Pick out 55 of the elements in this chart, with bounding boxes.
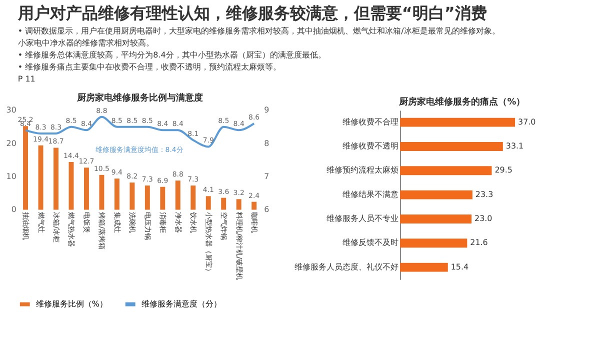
legend-label: 维修服务比例（%） <box>36 299 108 308</box>
y-tick-label: 维修结果不满意 <box>342 190 399 199</box>
y-tick-label: 维修反馈不及时 <box>342 238 399 248</box>
bar <box>400 166 492 176</box>
bar <box>400 118 516 127</box>
data-label: 23.0 <box>474 214 492 223</box>
y-tick-label: 维修收费不合理 <box>342 117 399 126</box>
bar <box>400 214 472 224</box>
bar <box>190 186 196 210</box>
text: P 11 <box>18 74 36 84</box>
bar <box>99 174 104 210</box>
bar <box>221 198 226 210</box>
data-label: 21.6 <box>470 238 488 248</box>
data-label: 37.0 <box>518 117 536 126</box>
chart-title: 厨房家电维修服务的痛点（%） <box>398 96 526 108</box>
y-tick-label: 维修服务人员态度、礼仪不好 <box>294 262 399 272</box>
y-tick-label: 10 <box>6 172 16 182</box>
bar <box>54 148 58 210</box>
data-label: 29.5 <box>494 166 512 175</box>
y-tick-label: 0 <box>11 205 16 214</box>
bar <box>252 202 257 210</box>
bar <box>400 238 468 248</box>
bar <box>175 180 180 210</box>
data-label: 15.4 <box>450 262 469 272</box>
bar <box>84 168 89 210</box>
bar <box>144 186 150 210</box>
bar <box>400 142 503 151</box>
text: • 维修服务总体满意度较高，平均分为8.4分，其中小型热水器（厨宝）的满意度最低。 <box>18 50 326 60</box>
bar <box>206 196 211 210</box>
y2-tick-label: 9 <box>264 106 270 115</box>
y2-tick-label: 8 <box>264 138 270 148</box>
data-label: 33.1 <box>506 141 524 150</box>
text: • 维修服务痛点主要集中在收费不合理，收费不透明，预约流程太麻烦等。 <box>18 62 282 72</box>
data-label: 23.3 <box>475 190 494 199</box>
chart-title: 厨房家电维修服务比例与满意度 <box>76 92 203 104</box>
y-tick-label: 维修预约流程太麻烦 <box>326 166 399 175</box>
y-tick-label: 维修服务人员不专业 <box>326 214 399 223</box>
y-tick-label: 维修收费不透明 <box>342 141 399 150</box>
legend-label: 维修服务满意度（分） <box>141 299 222 308</box>
bar <box>68 162 74 210</box>
bar <box>236 199 242 210</box>
y-tick-label: 30 <box>6 106 16 115</box>
bar <box>130 182 135 210</box>
y-tick-label: 20 <box>6 138 16 148</box>
bar <box>400 262 448 272</box>
bar <box>38 145 44 210</box>
bar <box>23 126 28 210</box>
text: 小家电中净水器的维修需求相对较高。 <box>18 38 154 48</box>
y2-tick-label: 7 <box>264 172 270 182</box>
bar <box>114 178 120 210</box>
text: • 调研数据显示，用户在使用厨房电器时，大型家电的维修服务需求相对较高，其中抽油烟机、燃气灶和冰箱/冰柜是最常见的维修对象。 <box>18 26 500 36</box>
bar <box>160 186 166 210</box>
text: 用户对产品维修有理性认知，维修服务较满意，但需要“明白”消费 <box>16 4 487 23</box>
bar <box>400 190 472 200</box>
y2-tick-label: 6 <box>264 205 270 214</box>
